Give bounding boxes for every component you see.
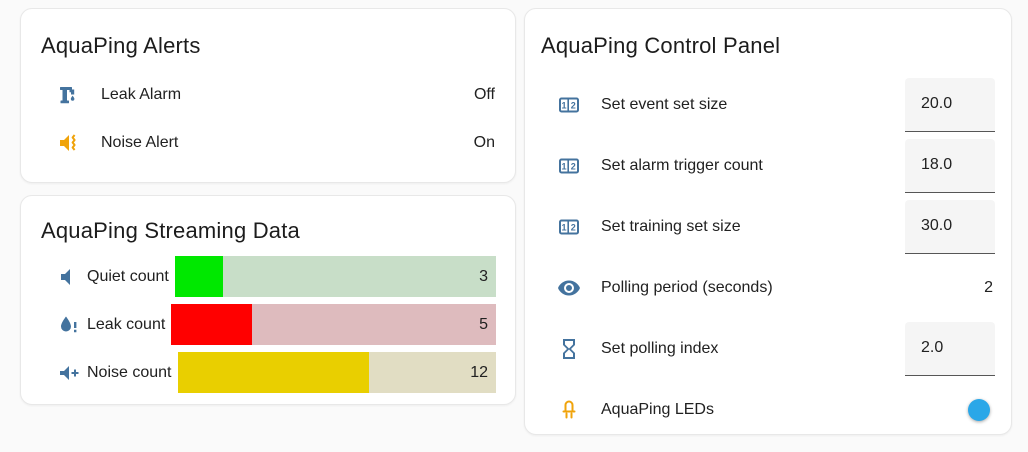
- polling-index-input[interactable]: [905, 321, 995, 376]
- quiet-count-row[interactable]: Quiet count 3: [41, 256, 496, 297]
- noise-count-label: Noise count: [87, 363, 172, 381]
- leak-count-gauge: 5: [171, 304, 496, 345]
- set-training-set-size-label: Set training set size: [601, 217, 741, 235]
- quiet-count-bar-fill: [174, 256, 223, 297]
- svg-text:1: 1: [561, 222, 566, 232]
- svg-text:2: 2: [571, 100, 576, 110]
- alarm-trigger-count-input[interactable]: [905, 138, 995, 193]
- toggle-thumb: [968, 398, 990, 421]
- volume-plus-icon: [57, 361, 81, 385]
- volume-mute-icon: [57, 265, 81, 289]
- streaming-card-title: AquaPing Streaming Data: [41, 218, 300, 243]
- streaming-data-card: AquaPing Streaming Data Quiet count 3 Le…: [20, 195, 516, 405]
- set-alarm-trigger-count-label: Set alarm trigger count: [601, 156, 763, 174]
- event-set-size-input[interactable]: [905, 77, 995, 132]
- aquaping-leds-row: AquaPing LEDs: [541, 379, 995, 440]
- aquaping-leds-label: AquaPing LEDs: [601, 400, 714, 418]
- leak-count-value: 5: [479, 315, 488, 333]
- svg-text:1: 1: [561, 100, 566, 110]
- alerts-card-title: AquaPing Alerts: [41, 33, 201, 58]
- set-training-set-size-row: 1 2 Set training set size: [541, 196, 995, 257]
- control-panel-card: AquaPing Control Panel 1 2 Set event set…: [524, 8, 1012, 435]
- control-card-title: AquaPing Control Panel: [541, 33, 781, 58]
- water-alert-icon: [57, 313, 81, 337]
- quiet-count-label: Quiet count: [87, 267, 169, 285]
- quiet-count-value: 3: [479, 267, 488, 285]
- aquaping-leds-toggle[interactable]: [949, 398, 990, 421]
- leak-alarm-state: Off: [473, 86, 495, 103]
- quiet-count-gauge: 3: [174, 256, 496, 297]
- svg-text:1: 1: [561, 161, 566, 171]
- noise-count-bar-fill: [177, 352, 369, 393]
- timer-sand-icon: [557, 337, 581, 361]
- polling-period-value: 2: [984, 278, 993, 296]
- noise-count-row[interactable]: Noise count 12: [41, 352, 496, 393]
- counter-icon: 1 2: [557, 93, 581, 117]
- leak-count-row[interactable]: Leak count 5: [41, 304, 496, 345]
- noise-count-value: 12: [470, 363, 488, 381]
- eye-icon: [557, 276, 581, 300]
- noise-alert-label: Noise Alert: [101, 134, 179, 151]
- set-polling-index-label: Set polling index: [601, 339, 719, 357]
- noise-alert-state: On: [473, 134, 495, 151]
- volume-vibrate-icon: [57, 131, 81, 155]
- set-event-set-size-row: 1 2 Set event set size: [541, 74, 995, 135]
- led-icon: [557, 398, 581, 422]
- counter-icon: 1 2: [557, 154, 581, 178]
- water-pump-icon: [57, 83, 81, 107]
- polling-period-label: Polling period (seconds): [601, 278, 773, 296]
- noise-count-gauge: 12: [177, 352, 496, 393]
- leak-alarm-row[interactable]: Leak Alarm Off: [41, 71, 495, 119]
- noise-alert-row[interactable]: Noise Alert On: [41, 119, 495, 167]
- counter-icon: 1 2: [557, 215, 581, 239]
- set-alarm-trigger-count-row: 1 2 Set alarm trigger count: [541, 135, 995, 196]
- polling-period-row[interactable]: Polling period (seconds) 2: [541, 257, 995, 318]
- svg-text:2: 2: [571, 161, 576, 171]
- alerts-card: AquaPing Alerts Leak Alarm Off Noise Ale…: [20, 8, 516, 183]
- training-set-size-input[interactable]: [905, 199, 995, 254]
- leak-alarm-label: Leak Alarm: [101, 86, 182, 103]
- svg-text:2: 2: [571, 222, 576, 232]
- leak-count-bar-fill: [171, 304, 253, 345]
- set-polling-index-row: Set polling index: [541, 318, 995, 379]
- leak-count-label: Leak count: [87, 315, 166, 333]
- set-event-set-size-label: Set event set size: [601, 95, 728, 113]
